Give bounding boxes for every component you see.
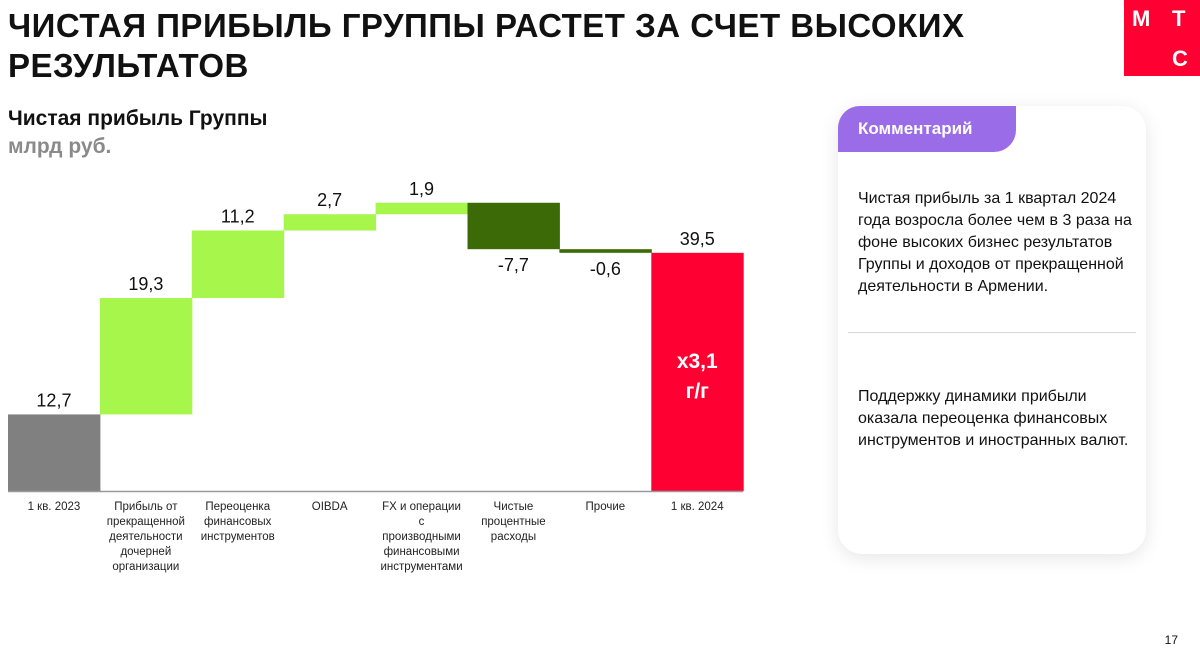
slide-title: ЧИСТАЯ ПРИБЫЛЬ ГРУППЫ РАСТЕТ ЗА СЧЕТ ВЫС…	[8, 7, 965, 84]
comment-badge: Комментарий	[838, 106, 1016, 152]
bar-5	[467, 202, 560, 250]
bar-0	[8, 414, 101, 491]
data-label-6: -0,6	[590, 259, 621, 279]
category-label-5: Чистые процентные расходы	[481, 501, 546, 543]
category-label-2: Переоценка финансовых инструментов	[201, 501, 275, 543]
data-label-7: 39,5	[680, 229, 715, 249]
logo-letter-m: М	[1132, 6, 1151, 31]
page-number: 17	[1164, 633, 1178, 647]
category-label-1: Прибыль от прекращенной деятельности дочерн…	[107, 501, 185, 573]
bar-2	[191, 230, 285, 299]
data-label-1: 19,3	[128, 274, 163, 294]
growth-annotation-0: x3,1	[677, 350, 718, 373]
growth-annotation-1: г/г	[686, 380, 710, 403]
logo-letter-s: С	[1172, 46, 1188, 71]
mts-logo: М Т С	[1124, 0, 1200, 76]
category-label-4: FX и операции с производными финансовыми инс…	[380, 501, 462, 573]
comment-card: Комментарий Чистая прибыль за 1 квартал …	[838, 106, 1146, 554]
chart-unit: млрд руб.	[8, 135, 112, 158]
chart-title: Чистая прибыль Группы	[8, 107, 268, 130]
data-label-2: 11,2	[221, 207, 255, 227]
data-label-5: -7,7	[498, 255, 529, 275]
data-label-4: 1,9	[409, 180, 434, 199]
comment-paragraph-1: Чистая прибыль за 1 квартал 2024 года во…	[858, 190, 1132, 295]
category-label-7: 1 кв. 2024	[671, 501, 724, 513]
divider	[848, 332, 1136, 333]
bar-6	[559, 249, 652, 253]
comment-paragraph-2: Поддержку динамики прибыли оказала перео…	[858, 388, 1129, 449]
bar-1	[99, 298, 193, 415]
bar-4	[375, 202, 468, 215]
logo-letter-t: Т	[1172, 6, 1186, 31]
bar-3	[283, 214, 377, 231]
data-label-0: 12,7	[36, 390, 71, 410]
data-label-3: 2,7	[317, 190, 342, 210]
bar-7	[651, 252, 744, 491]
waterfall-chart: 12,7 1 кв. 2023 19,3 Прибыль от прекращенной…	[8, 180, 744, 573]
category-label-6: Прочие	[586, 501, 626, 513]
category-label-3: OIBDA	[312, 501, 348, 513]
category-label-0: 1 кв. 2023	[28, 501, 81, 513]
